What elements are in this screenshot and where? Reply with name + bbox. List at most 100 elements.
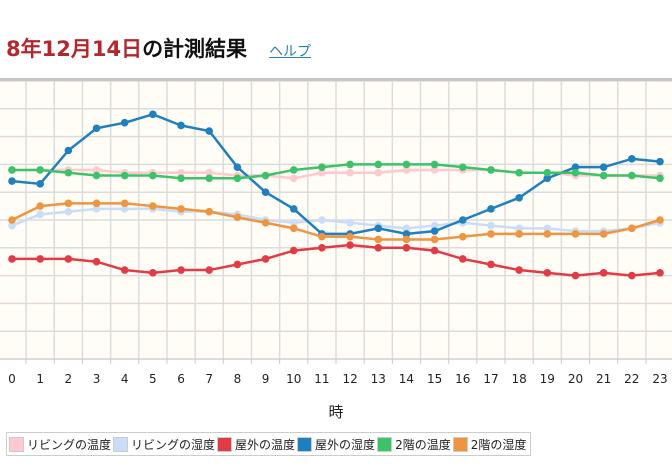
data-point xyxy=(120,171,129,180)
data-point xyxy=(487,166,495,174)
series-line xyxy=(12,163,661,180)
data-point xyxy=(36,255,44,263)
x-axis-label: 時 xyxy=(328,403,343,421)
x-tick-label: 5 xyxy=(149,372,157,386)
data-point xyxy=(289,224,298,233)
x-tick-label: 17 xyxy=(483,372,498,386)
series-line xyxy=(11,207,661,233)
data-point xyxy=(430,160,439,169)
data-point xyxy=(543,224,552,233)
data-point xyxy=(318,232,326,241)
data-point xyxy=(656,174,664,183)
data-point xyxy=(628,271,636,280)
data-point xyxy=(233,260,242,269)
data-point xyxy=(177,168,185,177)
data-point xyxy=(36,202,44,210)
data-point xyxy=(233,213,242,222)
series-line xyxy=(12,243,661,277)
data-point xyxy=(205,174,214,183)
data-point xyxy=(64,168,73,177)
x-tick-label: 0 xyxy=(8,372,16,386)
legend-item[interactable]: 2階の湿度 xyxy=(452,436,526,453)
data-point xyxy=(205,266,214,274)
x-tick-label: 8 xyxy=(234,372,242,386)
x-tick-label: 3 xyxy=(93,372,101,386)
data-point xyxy=(571,168,580,177)
data-point xyxy=(149,110,157,119)
x-tick-label: 9 xyxy=(262,372,270,386)
data-point xyxy=(374,235,383,244)
data-point xyxy=(430,246,439,255)
data-point xyxy=(346,241,354,249)
data-point xyxy=(149,171,157,180)
title-text: の計測結果 xyxy=(142,37,248,61)
data-point xyxy=(430,166,439,174)
x-tick-label: 20 xyxy=(568,372,583,386)
data-point xyxy=(346,160,354,169)
data-point xyxy=(430,221,439,230)
data-point xyxy=(233,163,242,171)
data-point xyxy=(92,124,101,133)
data-point xyxy=(261,188,270,196)
x-tick-label: 21 xyxy=(596,372,611,386)
data-point xyxy=(458,163,467,171)
legend-item[interactable]: リビングの温度 xyxy=(9,436,111,453)
legend-item[interactable]: リビングの湿度 xyxy=(113,436,215,453)
legend-item[interactable]: 屋外の湿度 xyxy=(297,436,375,453)
data-point xyxy=(92,205,101,213)
data-point xyxy=(374,168,383,177)
x-tick-label: 16 xyxy=(455,372,470,386)
data-point xyxy=(120,118,129,127)
data-point xyxy=(64,199,73,208)
series-2 xyxy=(8,241,664,280)
data-point xyxy=(656,157,664,166)
data-point xyxy=(64,255,73,263)
data-point xyxy=(205,207,214,216)
data-point xyxy=(571,271,580,280)
x-tick-label: 13 xyxy=(371,372,386,386)
data-point xyxy=(487,221,495,230)
series-line xyxy=(11,113,661,236)
help-link[interactable]: ヘルプ xyxy=(269,44,312,60)
series-layer xyxy=(8,110,664,280)
data-point xyxy=(458,232,467,241)
data-point xyxy=(628,224,636,233)
data-point xyxy=(8,166,16,174)
data-point xyxy=(177,205,185,213)
page-title: 8年12月14日 の計測結果 ヘルプ xyxy=(6,33,311,63)
data-point xyxy=(430,227,439,235)
data-point xyxy=(149,269,157,277)
data-point xyxy=(543,230,552,238)
data-point xyxy=(487,205,495,213)
legend-label: リビングの温度 xyxy=(27,437,112,452)
data-point xyxy=(261,255,270,263)
data-point xyxy=(402,244,411,252)
data-point xyxy=(92,257,101,266)
data-point xyxy=(515,168,523,177)
legend-item[interactable]: 2階の温度 xyxy=(377,436,451,453)
x-axis: 0 1 2 3 4 5 6 7 8 9 10 11 12 13 14 15 16 17 18 19 20 21 22 23 xyxy=(0,358,672,386)
data-point xyxy=(656,216,664,224)
legend-swatch xyxy=(217,436,233,452)
legend-label: 屋外の温度 xyxy=(235,437,296,452)
x-tick-label: 4 xyxy=(121,372,129,386)
data-point xyxy=(346,168,354,177)
data-point xyxy=(543,269,552,277)
data-point xyxy=(571,230,580,238)
data-point xyxy=(318,216,326,224)
data-point xyxy=(149,202,157,210)
data-point xyxy=(515,266,523,274)
x-tick-label: 23 xyxy=(652,372,667,386)
legend-label: リビングの湿度 xyxy=(131,437,216,452)
x-tick-label: 1 xyxy=(36,372,44,386)
legend-item[interactable]: 屋外の温度 xyxy=(217,436,295,453)
data-point xyxy=(571,163,580,171)
legend-swatch xyxy=(9,436,24,452)
data-point xyxy=(318,163,326,171)
data-point xyxy=(205,168,214,177)
data-point xyxy=(8,221,16,230)
data-point xyxy=(487,260,495,269)
data-point xyxy=(402,230,411,238)
data-point xyxy=(36,210,44,219)
series-line xyxy=(11,202,661,241)
